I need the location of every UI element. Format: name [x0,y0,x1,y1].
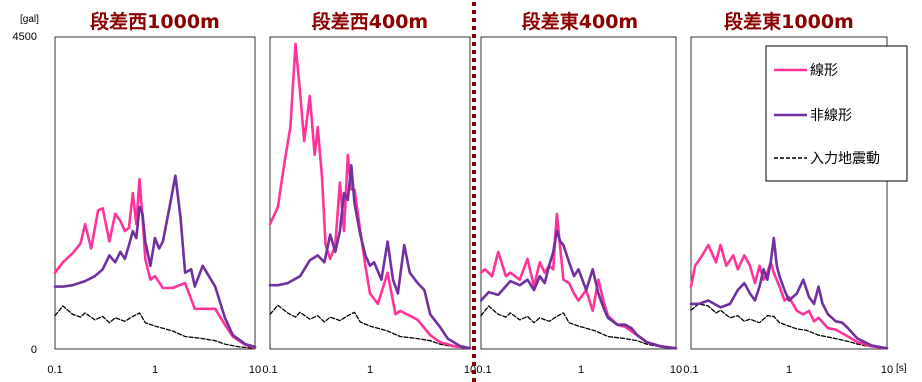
spectrum-curves [53,42,889,350]
y-tick-max: 4500 [13,31,37,43]
x-tick-p2-1: 1 [367,364,373,376]
panel-frame-east-400m [480,36,677,350]
panel-title-west-1000m: 段差西1000m [90,10,220,33]
y-tick-zero: 0 [31,344,37,356]
panel-frame-west-1000m [54,36,256,350]
legend: 線形 非線形 入力地震動 [765,45,908,182]
x-tick-p1-10: 10 [249,364,261,376]
legend-label-nonlinear: 非線形 [810,108,852,124]
panel-title-east-1000m: 段差東1000m [724,10,854,33]
panel-frame-east-1000m [690,36,888,350]
series-line-input-motion-panel-1 [54,305,256,349]
x-axis-unit: [s] [896,363,907,374]
series-line-nonlinear-panel-3 [479,229,678,350]
series-line-input-motion-panel-2 [269,304,471,349]
x-tick-p4-10: 10 [881,364,893,376]
panel-title-east-400m: 段差東400m [522,10,638,33]
x-tick-p3-1: 1 [578,364,584,376]
y-axis-unit: [gal] [20,14,39,25]
legend-label-input-motion: 入力地震動 [810,151,880,167]
x-tick-p4-0.1: 0.1 [683,364,698,376]
series-line-linear-panel-1 [53,177,257,349]
legend-label-linear: 線形 [810,63,838,79]
panel-title-west-400m: 段差西400m [312,10,428,33]
x-tick-p1-0.1: 0.1 [47,364,62,376]
series-line-linear-panel-4 [689,243,889,350]
series-line-linear-panel-2 [268,42,472,350]
x-tick-p1-1: 1 [152,364,158,376]
series-line-nonlinear-panel-1 [53,174,257,349]
series-line-input-motion-panel-4 [690,303,888,349]
panel-frame-west-400m [269,36,471,350]
series-line-nonlinear-panel-4 [689,236,889,350]
x-tick-p4-1: 1 [786,364,792,376]
x-tick-p3-0.1: 0.1 [476,364,491,376]
series-line-nonlinear-panel-2 [268,164,472,350]
series-line-input-motion-panel-3 [480,305,677,349]
x-tick-p3-10: 10 [670,364,682,376]
x-tick-p2-0.1: 0.1 [262,364,277,376]
